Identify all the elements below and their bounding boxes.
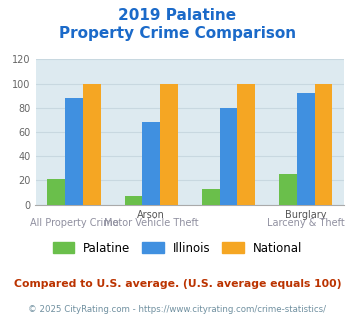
- Text: Compared to U.S. average. (U.S. average equals 100): Compared to U.S. average. (U.S. average …: [14, 279, 341, 289]
- Text: Motor Vehicle Theft: Motor Vehicle Theft: [104, 218, 199, 228]
- Bar: [220, 108, 237, 205]
- Bar: [83, 83, 101, 205]
- Bar: [279, 174, 297, 205]
- Text: Property Crime Comparison: Property Crime Comparison: [59, 26, 296, 41]
- Text: All Property Crime: All Property Crime: [30, 218, 119, 228]
- Legend: Palatine, Illinois, National: Palatine, Illinois, National: [48, 237, 307, 259]
- Text: © 2025 CityRating.com - https://www.cityrating.com/crime-statistics/: © 2025 CityRating.com - https://www.city…: [28, 305, 327, 314]
- Bar: [142, 122, 160, 205]
- Bar: [237, 83, 255, 205]
- Text: Larceny & Theft: Larceny & Theft: [267, 218, 345, 228]
- Bar: [297, 93, 315, 205]
- Text: Burglary: Burglary: [285, 210, 327, 219]
- Bar: [65, 98, 83, 205]
- Bar: [48, 179, 65, 205]
- Bar: [160, 83, 178, 205]
- Bar: [315, 83, 332, 205]
- Text: Arson: Arson: [137, 210, 165, 219]
- Bar: [125, 196, 142, 205]
- Text: 2019 Palatine: 2019 Palatine: [119, 8, 236, 23]
- Bar: [202, 189, 220, 205]
